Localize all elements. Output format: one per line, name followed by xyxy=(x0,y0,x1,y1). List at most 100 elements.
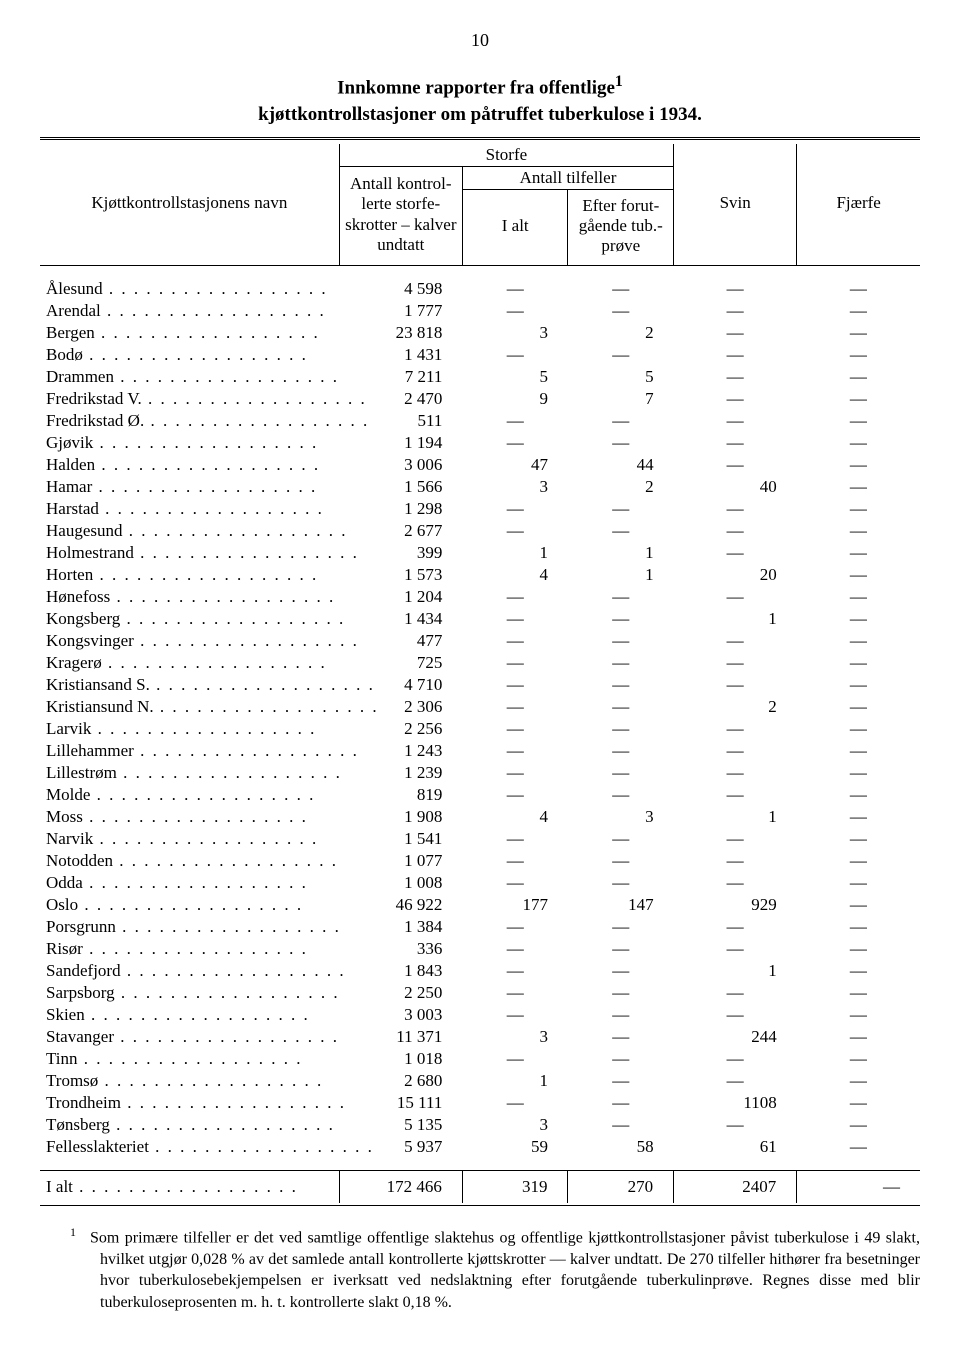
table-cell: — xyxy=(797,344,920,366)
table-cell: — xyxy=(568,608,674,630)
table-cell: 1 xyxy=(462,542,568,564)
table-row: Gjøvik1 194———— xyxy=(40,432,920,454)
table-cell: 5 xyxy=(462,366,568,388)
table-cell: — xyxy=(568,696,674,718)
table-cell: — xyxy=(797,520,920,542)
table-row: Horten1 5734120— xyxy=(40,564,920,586)
table-cell: — xyxy=(568,432,674,454)
table-cell: 23 818 xyxy=(339,322,462,344)
table-cell: — xyxy=(568,740,674,762)
table-cell: — xyxy=(797,476,920,498)
row-name: Porsgrunn xyxy=(40,916,339,938)
table-cell: — xyxy=(462,916,568,938)
hdr-antall-tilfeller: Antall tilfeller xyxy=(462,166,673,189)
table-cell: — xyxy=(462,652,568,674)
table-cell: — xyxy=(797,608,920,630)
table-cell: — xyxy=(462,1004,568,1026)
table-cell: — xyxy=(674,410,797,432)
row-name: Kristiansund N. xyxy=(40,696,339,718)
page-number: 10 xyxy=(40,30,920,51)
table-row: Kristiansand S.4 710———— xyxy=(40,674,920,696)
total-c4: 2407 xyxy=(674,1170,797,1203)
table-cell: — xyxy=(674,674,797,696)
table-cell: 1 xyxy=(674,960,797,982)
data-table: Kjøttkontrollstasjonens navn Storfe Svin… xyxy=(40,144,920,1203)
table-cell: — xyxy=(462,938,568,960)
row-name: Bodø xyxy=(40,344,339,366)
table-row: Odda1 008———— xyxy=(40,872,920,894)
table-cell: — xyxy=(674,652,797,674)
row-name: Trondheim xyxy=(40,1092,339,1114)
table-cell: — xyxy=(568,1004,674,1026)
table-cell: 725 xyxy=(339,652,462,674)
table-cell: 5 xyxy=(568,366,674,388)
table-cell: — xyxy=(568,960,674,982)
table-cell: 1 204 xyxy=(339,586,462,608)
table-cell: — xyxy=(674,762,797,784)
table-cell: — xyxy=(797,1092,920,1114)
table-cell: — xyxy=(462,608,568,630)
table-cell: 1 541 xyxy=(339,828,462,850)
hdr-row-label: Kjøttkontrollstasjonens navn xyxy=(40,144,339,263)
table-cell: — xyxy=(674,586,797,608)
table-row: Tønsberg5 1353——— xyxy=(40,1114,920,1136)
table-row: Trondheim15 111——1108— xyxy=(40,1092,920,1114)
table-cell: — xyxy=(462,432,568,454)
table-cell: 1 566 xyxy=(339,476,462,498)
table-row: Notodden1 077———— xyxy=(40,850,920,872)
table-row: Ålesund4 598———— xyxy=(40,278,920,300)
table-cell: — xyxy=(674,278,797,300)
table-cell: 3 xyxy=(462,1114,568,1136)
row-name: Sarpsborg xyxy=(40,982,339,1004)
table-cell: 61 xyxy=(674,1136,797,1158)
row-name: Harstad xyxy=(40,498,339,520)
table-row: Molde819———— xyxy=(40,784,920,806)
table-total: I alt 172 466 319 270 2407 — xyxy=(40,1170,920,1203)
row-name: Risør xyxy=(40,938,339,960)
table-row: Bodø1 431———— xyxy=(40,344,920,366)
table-cell: 59 xyxy=(462,1136,568,1158)
row-name: Hønefoss xyxy=(40,586,339,608)
title-sup: 1 xyxy=(615,73,623,90)
table-cell: — xyxy=(462,1092,568,1114)
total-row: I alt 172 466 319 270 2407 — xyxy=(40,1170,920,1203)
table-cell: — xyxy=(674,1070,797,1092)
row-name: Drammen xyxy=(40,366,339,388)
table-cell: — xyxy=(797,542,920,564)
row-name: Lillestrøm xyxy=(40,762,339,784)
title-line1: Innkomne rapporter fra offentlige xyxy=(337,77,615,98)
table-cell: 4 598 xyxy=(339,278,462,300)
table-cell: 1 777 xyxy=(339,300,462,322)
table-cell: 244 xyxy=(674,1026,797,1048)
table-cell: 3 xyxy=(462,1026,568,1048)
row-name: Holmestrand xyxy=(40,542,339,564)
table-cell: — xyxy=(797,1070,920,1092)
table-cell: — xyxy=(797,982,920,1004)
table-cell: — xyxy=(797,806,920,828)
table-row: Kragerø725———— xyxy=(40,652,920,674)
table-cell: — xyxy=(568,762,674,784)
table-cell: 11 371 xyxy=(339,1026,462,1048)
table-row: Fellesslakteriet5 937595861— xyxy=(40,1136,920,1158)
table-cell: — xyxy=(797,366,920,388)
table-cell: 7 xyxy=(568,388,674,410)
table-cell: 2 xyxy=(674,696,797,718)
table-cell: — xyxy=(797,872,920,894)
row-name: Arendal xyxy=(40,300,339,322)
table-cell: 2 xyxy=(568,322,674,344)
total-c2: 319 xyxy=(462,1170,568,1203)
table-cell: 929 xyxy=(674,894,797,916)
table-cell: 44 xyxy=(568,454,674,476)
row-name: Kristiansand S. xyxy=(40,674,339,696)
table-row: Bergen23 81832—— xyxy=(40,322,920,344)
table-cell: — xyxy=(674,1114,797,1136)
table-cell: — xyxy=(674,784,797,806)
table-cell: — xyxy=(797,586,920,608)
row-name: Fellesslakteriet xyxy=(40,1136,339,1158)
table-cell: — xyxy=(797,850,920,872)
hdr-storfe: Storfe xyxy=(339,144,673,167)
table-cell: — xyxy=(568,916,674,938)
table-cell: — xyxy=(568,1026,674,1048)
table-cell: 2 256 xyxy=(339,718,462,740)
row-name: Larvik xyxy=(40,718,339,740)
